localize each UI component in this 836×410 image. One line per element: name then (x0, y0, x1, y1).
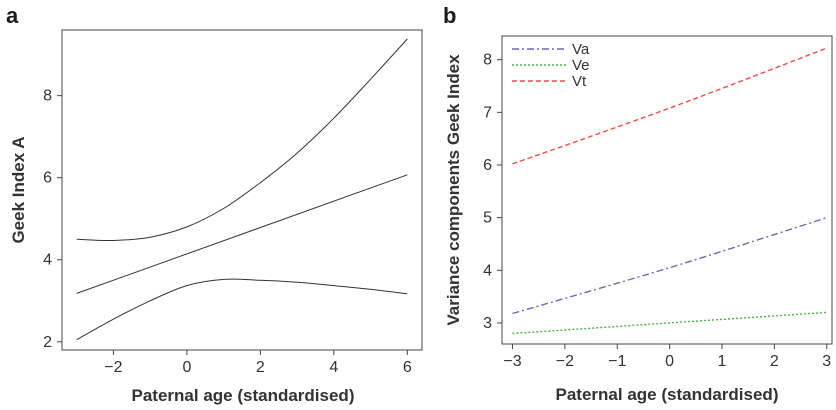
panel-b-letter: b (443, 3, 456, 28)
panel-b-plot-frame (501, 35, 833, 345)
panel-b-x-tick-label: 2 (770, 353, 779, 370)
panel-a-plot-frame (61, 29, 423, 351)
panel-b-series (512, 47, 828, 335)
panel-b-y-tick-label: 5 (483, 210, 492, 227)
panel-a-x-axis-title: Paternal age (standardised) (132, 386, 355, 405)
panel-b-x-tick-label: −1 (608, 353, 626, 370)
panel-a-series-line-1 (76, 38, 408, 242)
panel-b-x-tick-label: 1 (718, 353, 727, 370)
panel-b-y-axis-title: Variance components Geek Index (444, 54, 463, 326)
panel-b-x-tick-label: 0 (665, 353, 674, 370)
panel-a-y-tick-label: 8 (43, 88, 52, 105)
panel-a-series-line-2 (76, 278, 408, 341)
legend-label-ve: Ve (572, 57, 590, 74)
panel-b-series-line-va (512, 216, 828, 315)
panel-a-series-line-0 (76, 174, 408, 294)
panel-b-series-line-ve (512, 311, 827, 335)
panel-a-y-tick-label: 2 (43, 334, 52, 351)
panel-a-x-tick-label: −2 (104, 359, 122, 376)
panel-b-y-tick-label: 8 (483, 52, 492, 69)
panel-b-x-tick-label: −3 (503, 353, 521, 370)
panel-a-series (76, 38, 408, 341)
legend-label-vt: Vt (572, 73, 587, 90)
legend-label-va: Va (572, 41, 590, 58)
panel-a-x-tick-label: 4 (329, 359, 338, 376)
panel-b-y-tick-label: 4 (483, 262, 492, 279)
panel-a-x-tick-label: 2 (256, 359, 265, 376)
panel-b-x-tick-label: −2 (556, 353, 574, 370)
panel-a-ticks: −2 0 2 4 6 2 4 6 8 (43, 88, 412, 376)
panel-b-series-line-vt (512, 47, 828, 165)
panel-b-ticks: −3 −2 −1 0 1 2 3 3 4 5 6 7 8 (483, 52, 831, 370)
panel-b-x-axis-title: Paternal age (standardised) (556, 385, 779, 404)
panel-a-y-axis-title: Geek Index A (9, 136, 28, 243)
panel-a-x-tick-label: 6 (403, 359, 412, 376)
panel-b-y-tick-label: 3 (483, 315, 492, 332)
panel-a-y-tick-label: 4 (43, 252, 52, 269)
panel-a-x-tick-label: 0 (182, 359, 191, 376)
panel-a: a −2 0 2 4 6 2 4 6 8 Paternal age (standardised)… (6, 3, 423, 405)
panel-b-y-tick-label: 7 (483, 104, 492, 121)
panel-b-x-tick-label: 3 (822, 353, 831, 370)
panel-a-letter: a (6, 3, 19, 28)
panel-a-y-tick-label: 6 (43, 170, 52, 187)
panel-b-y-tick-label: 6 (483, 157, 492, 174)
